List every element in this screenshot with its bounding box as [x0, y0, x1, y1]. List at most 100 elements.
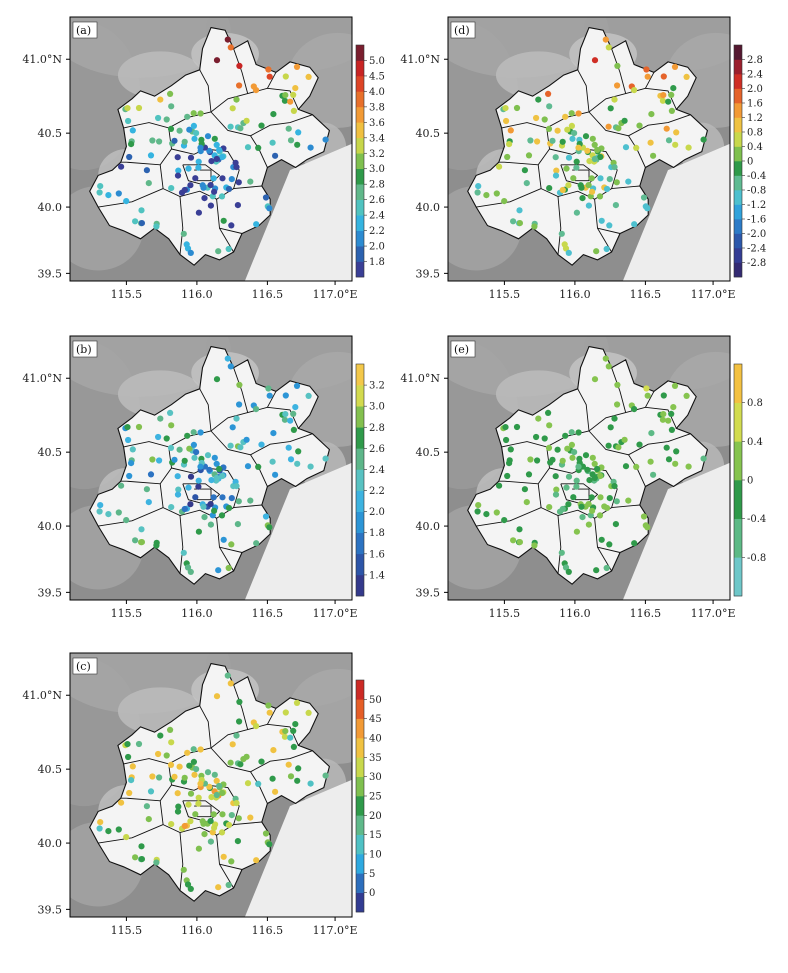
station-marker: [527, 456, 534, 463]
colorbar-tick-label: -0.8: [747, 553, 766, 564]
district-boundary: [98, 188, 164, 208]
lat-label: 41.0°N: [22, 53, 62, 66]
station-marker: [227, 44, 234, 51]
station-marker: [225, 564, 232, 572]
station-marker: [195, 794, 202, 801]
lat-label: 40.5: [38, 127, 63, 140]
station-marker: [683, 73, 690, 80]
station-marker: [568, 441, 576, 448]
station-marker: [220, 217, 227, 224]
station-marker: [579, 514, 586, 521]
station-marker: [147, 788, 155, 795]
station-marker: [204, 452, 212, 459]
station-marker: [504, 472, 511, 480]
lat-label: 39.5: [38, 903, 63, 916]
station-marker: [496, 163, 503, 170]
station-marker: [636, 441, 643, 448]
station-marker: [607, 105, 614, 112]
station-marker: [211, 454, 218, 461]
station-marker: [211, 507, 218, 514]
district-boundary: [199, 705, 212, 749]
colorbar-tick-label: 0: [369, 888, 375, 899]
map-panel-a: (a) 41.0°N 40.5 40.0 39.5 115.5 116.0 116.5 117.…: [22, 16, 385, 301]
colorbar-swatch: [734, 146, 742, 162]
colorbar-tick-label: -0.4: [747, 514, 766, 525]
station-marker: [546, 185, 553, 192]
panel-label: (b): [76, 343, 92, 356]
station-marker: [190, 441, 197, 448]
station-marker: [228, 222, 235, 229]
station-marker: [683, 392, 690, 399]
colorbar-tick-label: -0.8: [747, 186, 766, 197]
station-marker: [186, 762, 193, 769]
station-marker: [118, 799, 125, 806]
colorbar-swatch: [734, 132, 742, 147]
station-marker: [523, 499, 530, 506]
station-marker: [554, 127, 561, 134]
colorbar-d: -2.8 -2.4 -2.0 -1.6 -1.2 -0.8 -0.4 0 0.4 0.8 1.2 1.…: [733, 44, 766, 278]
station-marker: [219, 494, 226, 501]
station-marker: [533, 114, 540, 122]
station-marker: [153, 223, 160, 230]
station-marker: [614, 82, 621, 89]
station-marker: [184, 749, 191, 756]
station-marker: [163, 116, 170, 123]
station-marker: [613, 179, 620, 186]
station-marker: [175, 167, 182, 174]
map-panel-b: (b) 41.0°N 40.5 40.0 39.5 115.5 116.0 116.5 117.…: [22, 335, 385, 620]
colorbar-tick-label: 0.8: [747, 128, 763, 139]
station-marker: [611, 164, 618, 171]
station-marker: [174, 808, 182, 815]
station-marker: [585, 182, 592, 189]
station-marker: [534, 138, 541, 145]
district-boundary: [179, 515, 184, 574]
station-marker: [294, 460, 301, 467]
station-marker: [235, 498, 242, 505]
station-marker: [633, 144, 640, 151]
station-marker: [506, 460, 513, 467]
station-marker: [597, 175, 604, 182]
station-marker: [207, 182, 214, 189]
lon-label: 116.5: [252, 288, 284, 301]
colorbar-swatch: [734, 248, 742, 263]
station-marker: [503, 117, 510, 125]
station-marker: [168, 185, 175, 192]
station-marker: [573, 209, 581, 216]
station-marker: [584, 466, 591, 473]
station-marker: [206, 466, 213, 473]
colorbar-tick-label: 3.0: [369, 164, 385, 175]
station-marker: [659, 416, 667, 423]
station-marker: [700, 136, 707, 143]
station-marker: [129, 446, 136, 453]
station-marker: [272, 152, 279, 159]
station-marker: [237, 761, 244, 768]
station-marker: [285, 761, 292, 768]
colorbar-swatch: [734, 175, 742, 191]
colorbar-tick-label: 40: [369, 734, 382, 745]
colorbar-tick-label: 35: [369, 753, 382, 764]
station-marker: [307, 144, 314, 151]
colorbar-swatch: [356, 448, 364, 470]
station-marker: [598, 217, 605, 224]
lat-label: 40.0: [416, 520, 441, 533]
station-marker: [589, 135, 596, 142]
station-marker: [672, 141, 679, 148]
station-marker: [168, 504, 175, 511]
station-marker: [187, 818, 194, 825]
lon-label: 117.0°E: [691, 607, 736, 620]
station-marker: [565, 501, 572, 508]
station-marker: [294, 141, 301, 148]
station-marker: [124, 105, 131, 112]
station-marker: [593, 567, 600, 574]
station-marker: [287, 137, 295, 144]
station-marker: [216, 465, 223, 473]
station-marker: [573, 477, 580, 484]
station-marker: [521, 167, 529, 174]
station-marker: [578, 184, 585, 191]
station-marker: [167, 726, 174, 734]
station-marker: [228, 812, 235, 819]
station-marker: [97, 183, 104, 190]
station-marker: [132, 537, 139, 544]
station-marker: [233, 96, 240, 103]
station-marker: [171, 773, 178, 780]
